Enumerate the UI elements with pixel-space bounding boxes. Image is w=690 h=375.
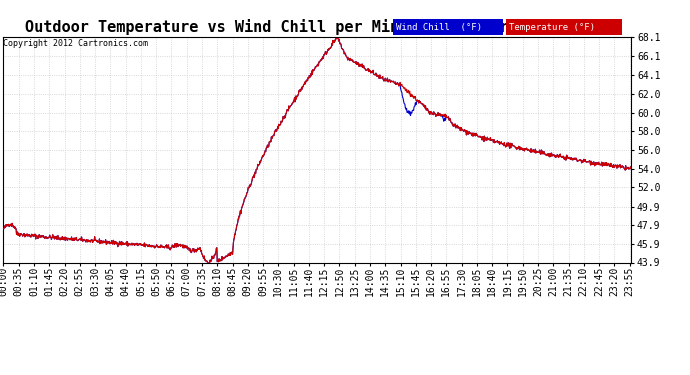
- Bar: [393, 20, 502, 35]
- Text: Copyright 2012 Cartronics.com: Copyright 2012 Cartronics.com: [3, 39, 148, 48]
- Title: Outdoor Temperature vs Wind Chill per Minute (24 Hours) 20121001: Outdoor Temperature vs Wind Chill per Mi…: [26, 19, 609, 35]
- Text: Temperature (°F): Temperature (°F): [509, 23, 595, 32]
- Text: Wind Chill  (°F): Wind Chill (°F): [396, 23, 482, 32]
- Bar: [506, 20, 622, 35]
